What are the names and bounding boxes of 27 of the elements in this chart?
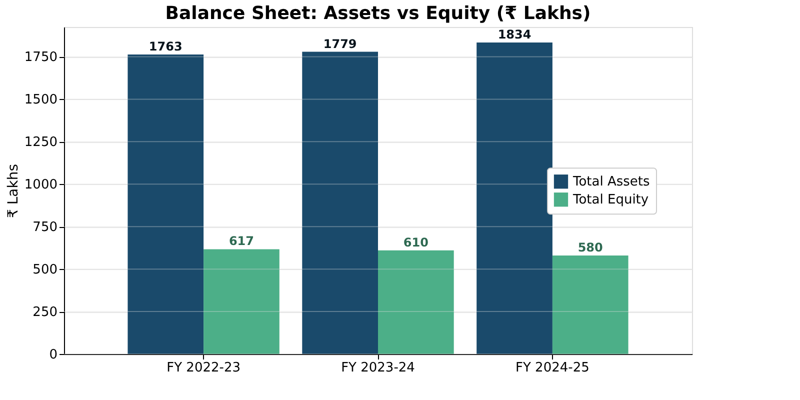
data-label: 617 [228, 234, 254, 248]
x-tick-label: FY 2022-23 [166, 360, 240, 376]
y-tick-label: 0 [49, 348, 58, 362]
legend-label: Total Equity [572, 192, 649, 208]
data-label: 1763 [148, 40, 182, 54]
legend-label: Total Assets [572, 174, 650, 190]
y-tick-label: 1750 [24, 50, 58, 66]
x-tick-label: FY 2024-25 [516, 360, 590, 376]
x-tick-label: FY 2023-24 [341, 360, 415, 376]
y-tick-label: 1500 [24, 92, 58, 108]
y-axis-title: ₹ Lakhs [5, 164, 22, 218]
y-tick-label: 750 [32, 220, 58, 236]
chart-title: Balance Sheet: Assets vs Equity (₹ Lakhs) [165, 3, 591, 24]
bar [128, 54, 204, 354]
y-tick-label: 1000 [24, 178, 58, 193]
y-tick-label: 250 [32, 305, 58, 320]
bar [302, 52, 378, 354]
data-label: 580 [578, 240, 603, 254]
data-label: 1779 [323, 36, 357, 51]
bar [552, 255, 628, 354]
data-label: 610 [403, 235, 428, 250]
bar [476, 42, 552, 354]
bar [378, 250, 454, 354]
y-tick-label: 1250 [24, 135, 58, 150]
y-tick-label: 500 [32, 262, 58, 278]
data-label: 1834 [498, 27, 532, 42]
bar [204, 249, 280, 354]
